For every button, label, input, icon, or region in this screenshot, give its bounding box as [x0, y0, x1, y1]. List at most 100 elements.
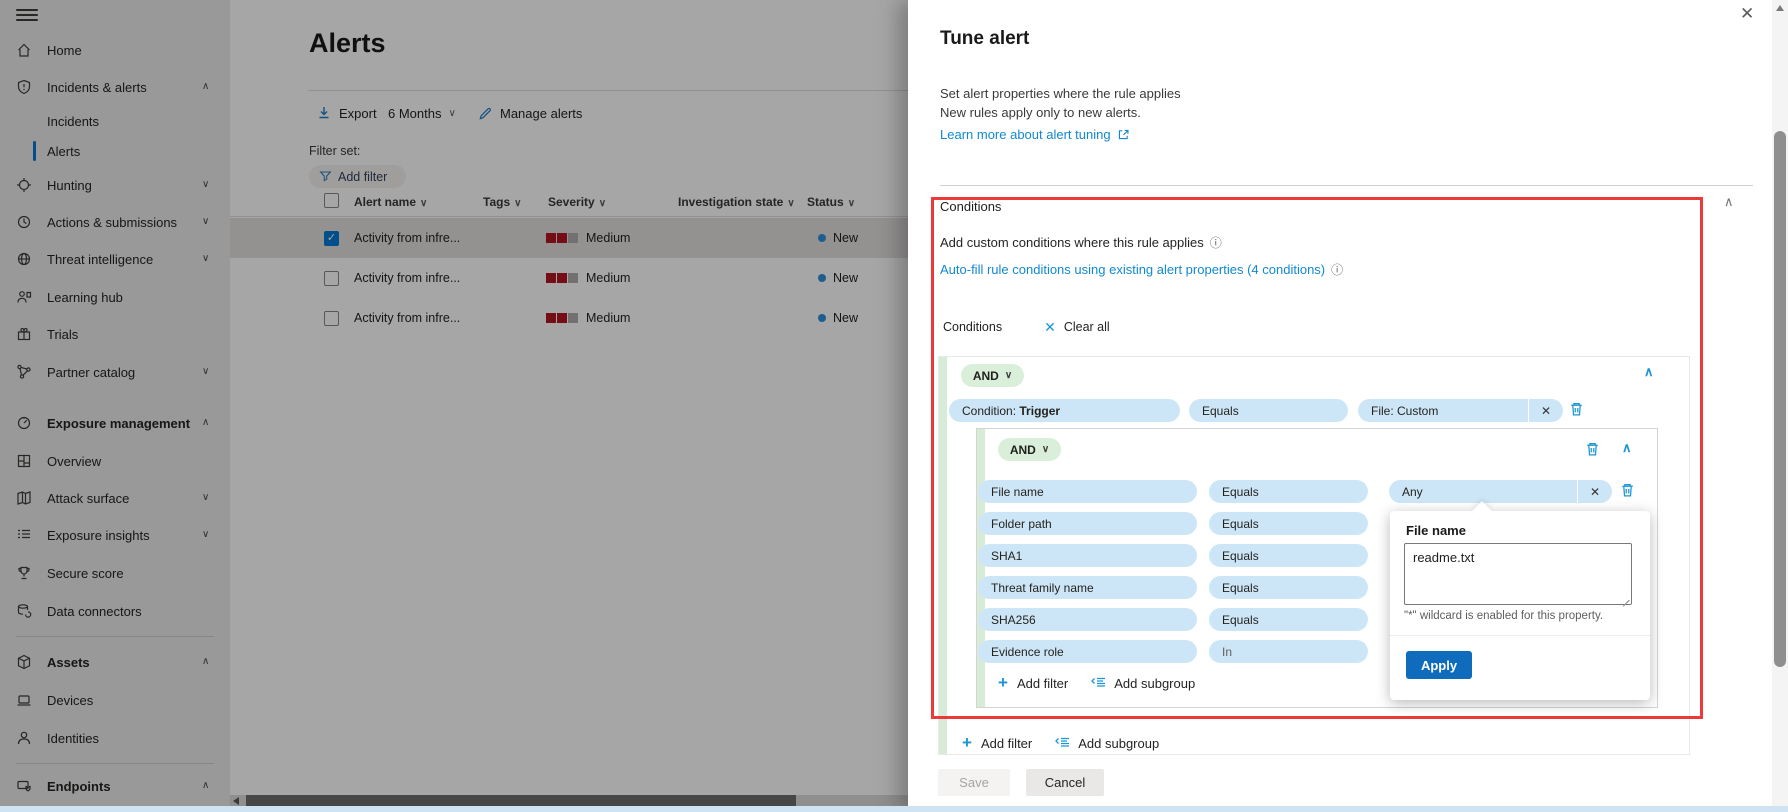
plus-icon[interactable]: +: [962, 733, 972, 752]
file-name-input[interactable]: readme.txt: [1404, 543, 1632, 605]
alert-name-cell[interactable]: Activity from infre...: [354, 271, 461, 285]
info-icon[interactable]: ⓘ: [1209, 236, 1222, 250]
filter-field-chip[interactable]: Threat family name: [978, 576, 1197, 599]
sidebar-item-endpoints[interactable]: Endpoints ∧: [0, 772, 230, 800]
scroll-left-arrow-icon[interactable]: [233, 797, 239, 805]
sidebar-item-overview[interactable]: Overview: [0, 447, 230, 475]
filter-operator-chip[interactable]: Equals: [1209, 608, 1368, 631]
chevron-up-icon[interactable]: ∧: [202, 780, 210, 791]
condition-value-chip[interactable]: File: Custom ✕: [1358, 399, 1563, 422]
select-all-checkbox[interactable]: [324, 193, 339, 208]
row-checkbox[interactable]: [324, 271, 339, 286]
outer-group-collapse-chevron-icon[interactable]: ∧: [1644, 364, 1654, 379]
chevron-down-icon[interactable]: ∨: [202, 492, 210, 503]
scroll-up-arrow-icon[interactable]: [1776, 5, 1784, 11]
add-filter-link[interactable]: Add filter: [980, 735, 1033, 751]
learn-more-link[interactable]: Learn more about alert tuning: [940, 127, 1130, 142]
column-header-tags[interactable]: Tags ∨: [483, 195, 522, 209]
chevron-down-icon[interactable]: ∨: [202, 253, 210, 264]
sidebar-item-assets[interactable]: Assets ∧: [0, 648, 230, 676]
add-filter-link[interactable]: Add filter: [1016, 675, 1069, 691]
chevron-down-icon[interactable]: ∨: [202, 216, 210, 227]
add-filter-button[interactable]: Add filter: [309, 165, 406, 188]
clear-all-label[interactable]: Clear all: [1063, 320, 1110, 334]
filter-operator-chip[interactable]: In: [1209, 640, 1368, 663]
sidebar-item-home[interactable]: Home: [0, 36, 230, 64]
sidebar-item-incidents[interactable]: Incidents: [0, 107, 230, 135]
sidebar: Home Incidents & alerts ∧ Incidents Aler…: [0, 0, 230, 812]
sidebar-item-exposure-management[interactable]: Exposure management ∧: [0, 409, 230, 437]
scrollbar-thumb[interactable]: [246, 795, 796, 806]
row-checkbox[interactable]: ✓: [324, 231, 339, 246]
sidebar-item-threat-intelligence[interactable]: Threat intelligence ∨: [0, 245, 230, 273]
plus-icon[interactable]: +: [998, 673, 1008, 692]
add-subgroup-link[interactable]: Add subgroup: [1078, 735, 1160, 751]
sidebar-item-devices[interactable]: Devices: [0, 686, 230, 714]
chevron-up-icon[interactable]: ∧: [202, 81, 210, 92]
column-header-alert-name[interactable]: Alert name ∨: [354, 195, 428, 209]
chevron-up-icon[interactable]: ∧: [202, 417, 210, 428]
row-checkbox[interactable]: [324, 311, 339, 326]
autofill-conditions-link[interactable]: Auto-fill rule conditions using existing…: [940, 262, 1344, 277]
sidebar-item-attack-surface[interactable]: Attack surface ∨: [0, 484, 230, 512]
chevron-up-icon[interactable]: ∧: [202, 656, 210, 667]
sidebar-item-identities[interactable]: Identities: [0, 724, 230, 752]
close-icon[interactable]: ✕: [1740, 4, 1755, 23]
filter-operator-chip[interactable]: Equals: [1209, 480, 1368, 503]
add-subgroup-link[interactable]: Add subgroup: [1114, 675, 1196, 691]
manage-alerts-button[interactable]: Manage alerts: [478, 104, 582, 122]
sidebar-item-exposure-insights[interactable]: Exposure insights ∨: [0, 521, 230, 549]
filter-field-chip[interactable]: SHA1: [978, 544, 1197, 567]
save-button[interactable]: Save: [938, 769, 1010, 796]
filter-field-chip[interactable]: Evidence role: [978, 640, 1197, 663]
info-icon[interactable]: ⓘ: [1331, 263, 1344, 277]
sidebar-item-learning-hub[interactable]: Learning hub: [0, 283, 230, 311]
chevron-down-icon[interactable]: ∨: [202, 179, 210, 190]
hamburger-menu-icon[interactable]: [16, 6, 38, 24]
filter-field-chip[interactable]: SHA256: [978, 608, 1197, 631]
section-collapse-chevron-icon[interactable]: ∧: [1724, 194, 1734, 209]
sidebar-item-data-connectors[interactable]: Data connectors: [0, 597, 230, 625]
sidebar-item-trials[interactable]: Trials: [0, 320, 230, 348]
subgroup-collapse-chevron-icon[interactable]: ∧: [1622, 440, 1632, 455]
filter-field-chip[interactable]: File name: [978, 480, 1197, 503]
subgroup-operator-dropdown[interactable]: AND ∨: [998, 438, 1061, 461]
sidebar-item-actions-submissions[interactable]: Actions & submissions ∨: [0, 208, 230, 236]
sidebar-item-partner-catalog[interactable]: Partner catalog ∨: [0, 358, 230, 386]
cancel-button[interactable]: Cancel: [1026, 769, 1104, 796]
delete-subgroup-trash-icon[interactable]: [1584, 440, 1602, 460]
clear-all-x-icon[interactable]: ✕: [1044, 318, 1056, 335]
filter-operator-chip[interactable]: Equals: [1209, 576, 1368, 599]
sidebar-item-alerts[interactable]: Alerts: [0, 137, 230, 165]
chevron-down-icon[interactable]: ∨: [202, 529, 210, 540]
filter-operator-chip[interactable]: Equals: [1209, 512, 1368, 535]
export-button[interactable]: Export: [316, 104, 377, 122]
table-row[interactable]: Activity from infre... Medium New: [230, 258, 908, 298]
outer-operator-dropdown[interactable]: AND ∨: [961, 364, 1024, 387]
condition-field-chip[interactable]: Condition: Trigger: [949, 399, 1180, 422]
date-range-dropdown[interactable]: 6 Months ∨: [388, 104, 456, 122]
filter-operator-chip[interactable]: Equals: [1209, 544, 1368, 567]
column-header-severity[interactable]: Severity ∨: [548, 195, 607, 209]
scrollbar-thumb[interactable]: [1774, 131, 1786, 667]
sidebar-item-hunting[interactable]: Hunting ∨: [0, 171, 230, 199]
chevron-down-icon[interactable]: ∨: [202, 366, 210, 377]
condition-operator-chip[interactable]: Equals: [1189, 399, 1348, 422]
alert-name-cell[interactable]: Activity from infre...: [354, 311, 461, 325]
column-header-status[interactable]: Status ∨: [807, 195, 856, 209]
apply-button[interactable]: Apply: [1406, 651, 1472, 679]
horizontal-scrollbar[interactable]: [230, 795, 908, 806]
table-row[interactable]: ✓ Activity from infre... Medium New: [230, 218, 908, 258]
filter-field-chip[interactable]: Folder path: [978, 512, 1197, 535]
sidebar-item-secure-score[interactable]: Secure score: [0, 559, 230, 587]
column-header-investigation-state[interactable]: Investigation state ∨: [678, 195, 795, 209]
delete-condition-trash-icon[interactable]: [1568, 400, 1586, 420]
sidebar-item-incidents-alerts[interactable]: Incidents & alerts ∧: [0, 73, 230, 101]
panel-scrollbar[interactable]: [1772, 0, 1788, 812]
delete-filter-trash-icon[interactable]: [1619, 481, 1637, 501]
filter-value-chip[interactable]: Any ✕: [1389, 480, 1612, 503]
table-row[interactable]: Activity from infre... Medium New: [230, 298, 908, 338]
alert-name-cell[interactable]: Activity from infre...: [354, 231, 461, 245]
remove-condition-x-icon[interactable]: ✕: [1540, 403, 1552, 418]
remove-filter-x-icon[interactable]: ✕: [1589, 484, 1601, 499]
